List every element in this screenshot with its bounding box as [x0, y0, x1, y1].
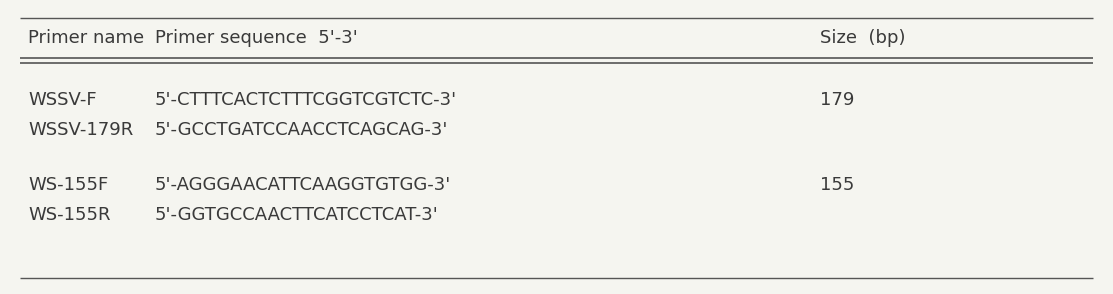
- Text: 5'-GCCTGATCCAACCTCAGCAG-3': 5'-GCCTGATCCAACCTCAGCAG-3': [155, 121, 449, 139]
- Text: 5'-GGTGCCAACTTCATCCTCAT-3': 5'-GGTGCCAACTTCATCCTCAT-3': [155, 206, 439, 224]
- Text: WSSV-179R: WSSV-179R: [28, 121, 134, 139]
- Text: 5'-AGGGAACATTCAAGGTGTGG-3': 5'-AGGGAACATTCAAGGTGTGG-3': [155, 176, 451, 194]
- Text: 155: 155: [820, 176, 855, 194]
- Text: Size  (bp): Size (bp): [820, 29, 906, 47]
- Text: WS-155R: WS-155R: [28, 206, 110, 224]
- Text: WS-155F: WS-155F: [28, 176, 108, 194]
- Text: WSSV-F: WSSV-F: [28, 91, 97, 109]
- Text: Primer name: Primer name: [28, 29, 144, 47]
- Text: 179: 179: [820, 91, 855, 109]
- Text: Primer sequence  5'-3': Primer sequence 5'-3': [155, 29, 357, 47]
- Text: 5'-CTTTCACTCTTTCGGTCGTCTC-3': 5'-CTTTCACTCTTTCGGTCGTCTC-3': [155, 91, 457, 109]
